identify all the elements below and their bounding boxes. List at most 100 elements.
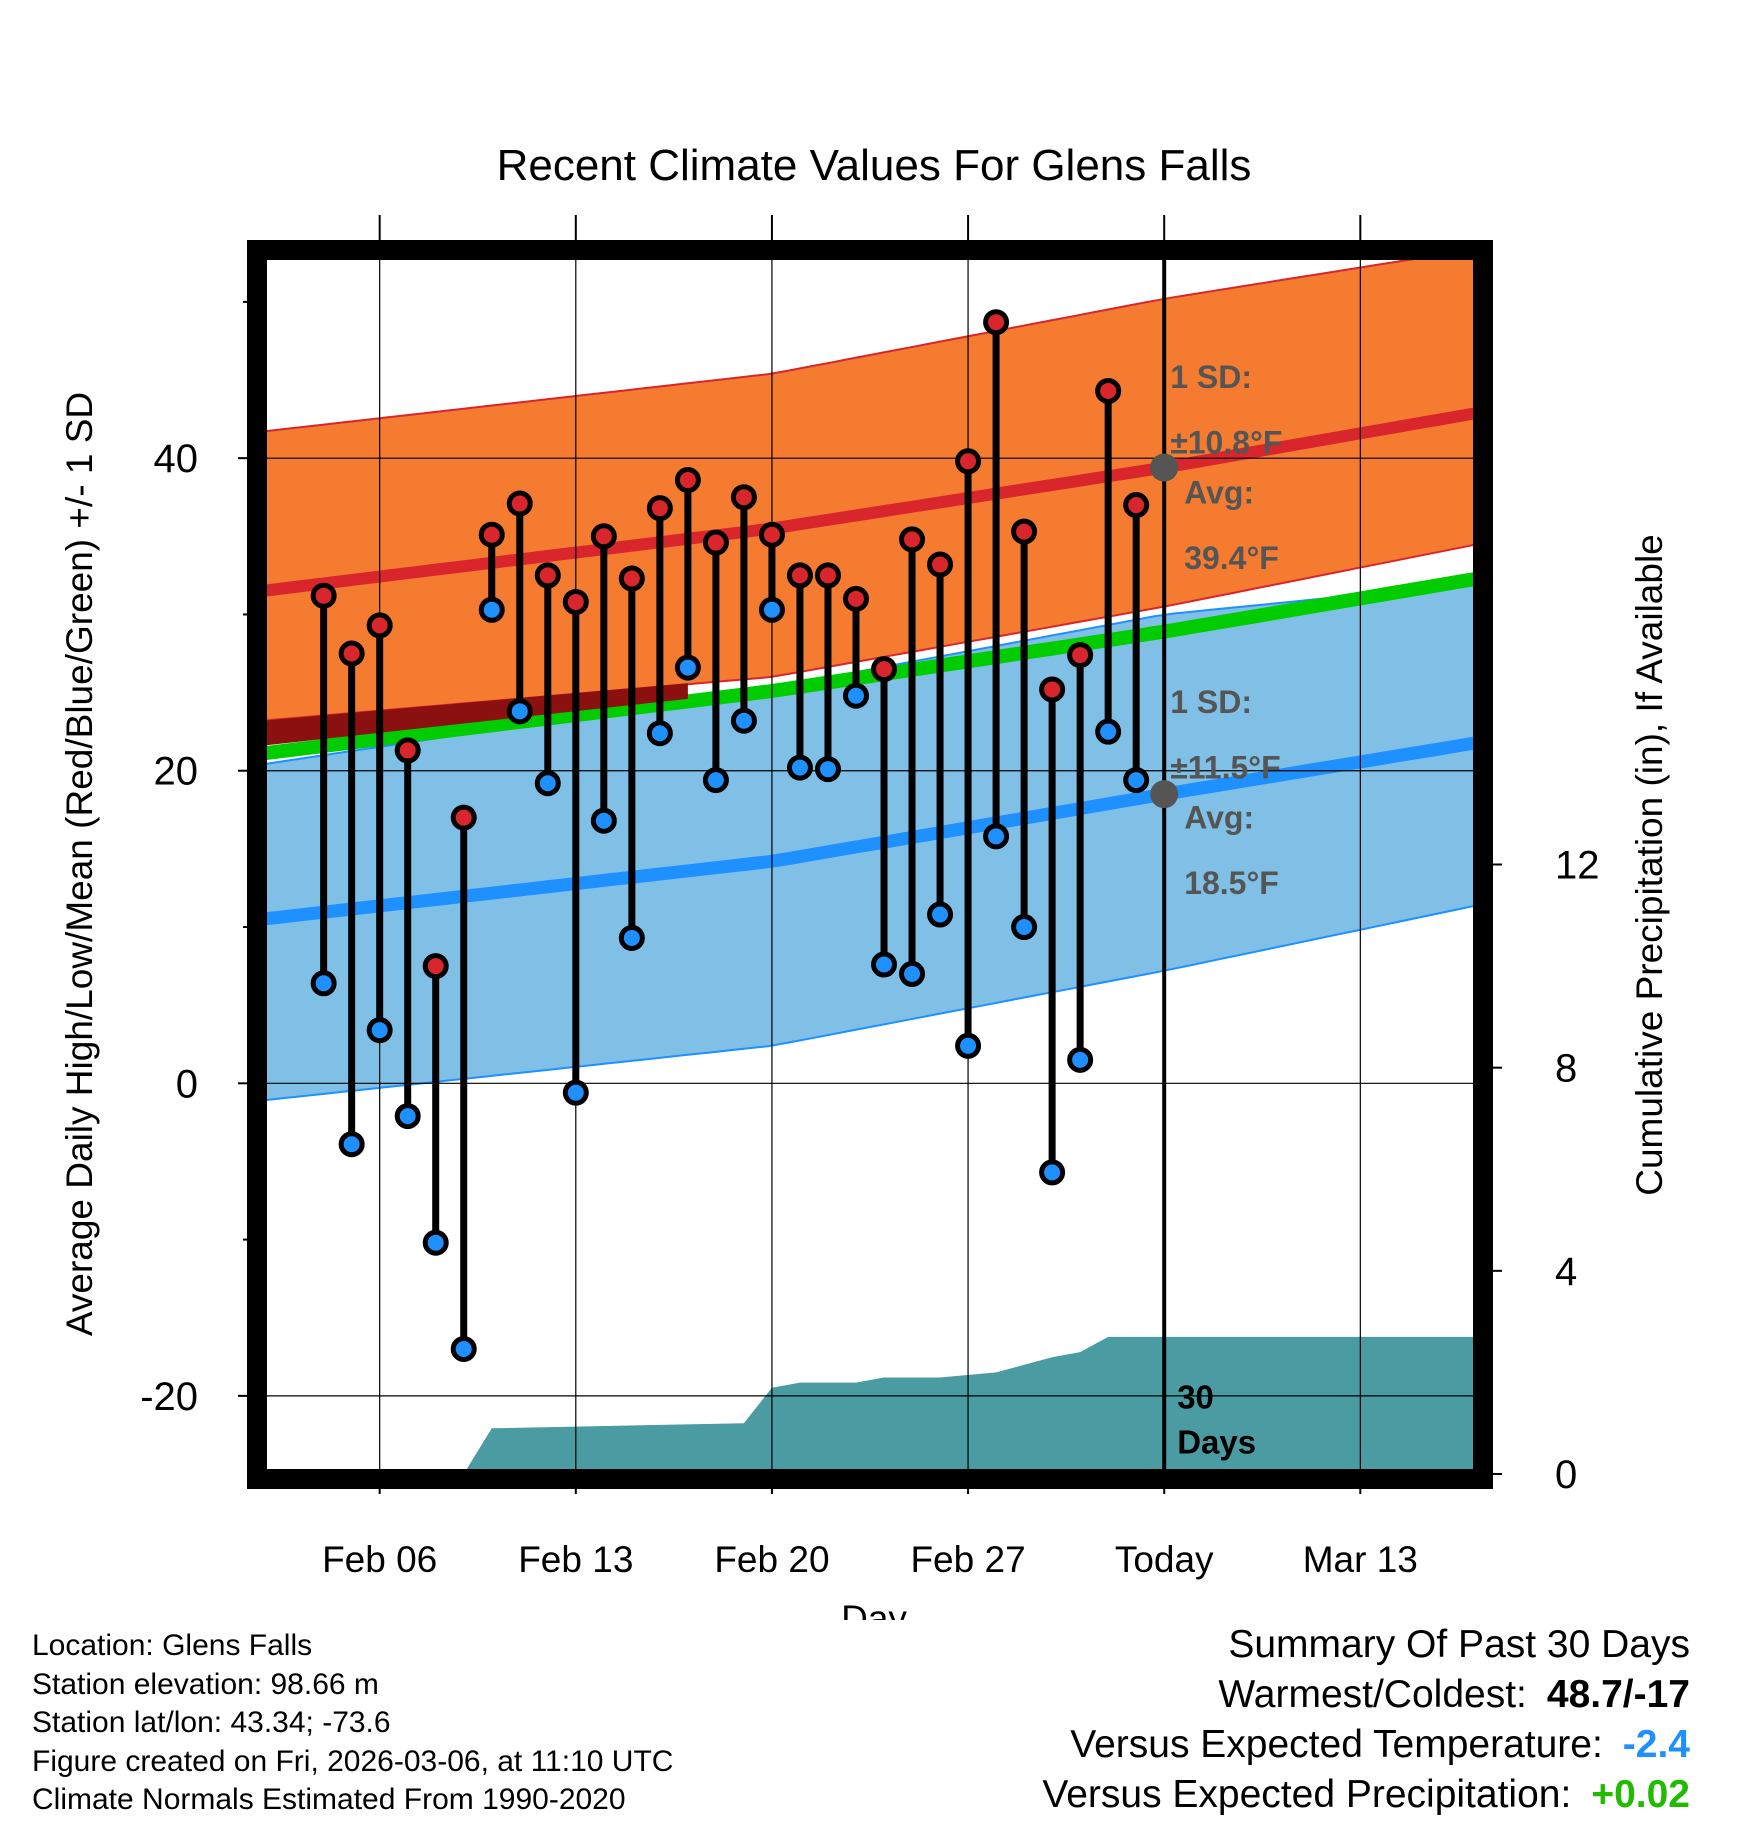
summary-temp-value: -2.4 [1622,1723,1690,1766]
high-marker [1123,492,1150,519]
high-marker [927,551,954,578]
y-tick-label: -20 [140,1375,198,1419]
summary-warm-cold-row: Warmest/Coldest: 48.7/-17 [1042,1670,1690,1720]
high-marker [450,804,477,831]
summary-temp-row: Versus Expected Temperature: -2.4 [1042,1720,1690,1770]
y-tick-label: 20 [154,750,199,794]
x-tick-label: Mar 13 [1303,1539,1418,1580]
station-info: Location: Glens Falls Station elevation:… [32,1627,673,1820]
x-tick-label: Today [1115,1539,1214,1580]
y-axis-title-left: Average Daily High/Low/Mean (Red/Blue/Gr… [59,392,100,1336]
mean-line [262,571,1478,761]
summary-panel: Summary Of Past 30 Days Warmest/Coldest:… [1042,1620,1690,1820]
info-latlon: Station lat/lon: 43.34; -73.6 [32,1706,391,1739]
low-avg-value: 18.5°F [1184,865,1279,901]
low-marker [758,596,785,623]
low-marker [786,754,813,781]
high-marker [674,467,701,494]
x-tick-label: Feb 13 [518,1539,633,1580]
high-marker [730,484,757,511]
high-marker [1039,676,1066,703]
x-axis: Feb 06 Feb 13 Feb 20 Feb 27 Today Mar 13 Day [322,215,1418,1620]
high-marker [366,612,393,639]
low-avg-marker [1150,780,1179,809]
x-tick-label: Feb 27 [910,1539,1025,1580]
high-marker [338,640,365,667]
low-marker [702,767,729,794]
plot-area [262,255,1478,1474]
high-marker [758,521,785,548]
high-avg-line [262,406,1478,597]
high-avg-label: Avg: [1184,474,1254,510]
high-marker [394,737,421,764]
low-marker [1039,1159,1066,1186]
high-avg-value: 39.4°F [1184,540,1279,576]
summary-precip-value: +0.02 [1591,1773,1690,1816]
low-marker [422,1229,449,1256]
low-marker [366,1017,393,1044]
y-tick-label: 40 [154,437,199,481]
low-marker [1123,767,1150,794]
low-sd-value: ±11.5°F [1170,750,1280,786]
high-marker [562,588,589,615]
low-marker [646,720,673,747]
x-tick-label: Feb 06 [322,1539,437,1580]
high-marker [983,309,1010,336]
high-marker [899,526,926,553]
daily-bars [310,309,1150,1362]
low-marker [478,596,505,623]
low-marker [618,924,645,951]
high-sd-label: 1 SD: [1170,359,1252,395]
summary-title: Summary Of Past 30 Days [1228,1623,1690,1666]
high-marker [955,448,982,475]
low-marker [899,960,926,987]
low-sd-label: 1 SD: [1170,684,1252,720]
high-marker [478,521,505,548]
summary-precip-label: Versus Expected Precipitation: [1042,1773,1572,1816]
info-created: Figure created on Fri, 2026-03-06, at 11… [32,1744,674,1778]
high-marker [702,529,729,556]
y-right-tick-label: 8 [1555,1047,1577,1091]
chart-title: Recent Climate Values For Glens Falls [497,141,1252,190]
low-marker [730,707,757,734]
x-tick-label: Feb 20 [714,1539,829,1580]
low-marker [450,1335,477,1362]
climate-chart: 1 SD: ±10.8°F Avg: 39.4°F 1 SD: ±11.5°F Avg: 18… [59,141,1670,1620]
low-marker [1095,718,1122,745]
low-marker [562,1079,589,1106]
info-location: Location: Glens Falls [32,1629,313,1662]
high-marker [590,523,617,550]
high-marker [842,585,869,612]
summary-warm-cold-label: Warmest/Coldest: [1218,1673,1527,1716]
low-marker [310,970,337,997]
low-marker [1067,1046,1094,1073]
high-marker [422,953,449,980]
high-marker [310,582,337,609]
y-axis-left: -20 0 20 40 Average Daily High/Low/Mean (Red… [59,300,252,1419]
summary-temp-label: Versus Expected Temperature: [1070,1723,1603,1766]
low-marker [534,770,561,797]
annotations: 1 SD: ±10.8°F Avg: 39.4°F 1 SD: ±11.5°F Avg: 18… [1170,359,1282,1461]
low-avg-label: Avg: [1184,800,1254,836]
high-marker [871,656,898,683]
low-marker [506,698,533,725]
high-marker [646,495,673,522]
y-tick-label: 0 [176,1062,198,1106]
low-marker [955,1032,982,1059]
dark-overlap-strip [262,683,688,746]
high-avg-marker [1150,453,1179,482]
high-sd-value: ±10.8°F [1170,424,1282,460]
y-right-tick-label: 0 [1555,1453,1577,1497]
high-marker [534,562,561,589]
low-marker [394,1103,421,1130]
low-marker [590,807,617,834]
info-normals: Climate Normals Estimated From 1990-2020 [32,1783,626,1816]
precip-area [463,1336,1478,1474]
high-marker [618,565,645,592]
high-marker [1095,377,1122,404]
low-marker [814,756,841,783]
low-marker [927,901,954,928]
y-right-tick-label: 4 [1555,1250,1577,1294]
high-marker [786,562,813,589]
period-unit: Days [1177,1424,1256,1461]
